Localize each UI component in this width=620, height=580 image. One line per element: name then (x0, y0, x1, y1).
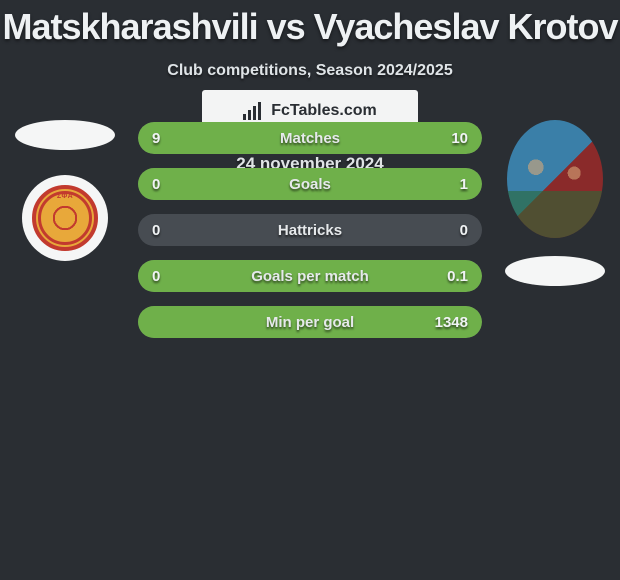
player-right-photo (507, 120, 603, 238)
stat-value-right: 1348 (435, 314, 468, 331)
stat-fill-left (138, 122, 300, 154)
player-left-club-badge: ΣΦΑ (22, 175, 108, 261)
page-title: Matskharashvili vs Vyacheslav Krotov (0, 0, 620, 48)
stat-value-left: 0 (152, 222, 160, 239)
stat-value-left: 9 (152, 130, 160, 147)
player-left-column: ΣΦΑ (10, 120, 120, 261)
stat-value-left: 0 (152, 268, 160, 285)
stat-value-left: 0 (152, 176, 160, 193)
player-right-column (500, 120, 610, 311)
stat-label: Goals per match (251, 268, 369, 285)
stat-label: Goals (289, 176, 331, 193)
player-left-avatar-placeholder (15, 120, 115, 150)
stat-row: 0 Hattricks 0 (138, 214, 482, 246)
stat-label: Hattricks (278, 222, 342, 239)
stat-value-right: 0 (460, 222, 468, 239)
brand-chart-icon (243, 102, 265, 120)
stat-value-right: 10 (451, 130, 468, 147)
stat-row: Min per goal 1348 (138, 306, 482, 338)
stat-row: 9 Matches 10 (138, 122, 482, 154)
brand-text: FcTables.com (271, 102, 377, 120)
stat-row: 0 Goals 1 (138, 168, 482, 200)
stat-label: Matches (280, 130, 340, 147)
page-subtitle: Club competitions, Season 2024/2025 (0, 62, 620, 80)
player-right-club-placeholder (505, 256, 605, 286)
stat-label: Min per goal (266, 314, 354, 331)
club-badge-label: ΣΦΑ (57, 193, 73, 200)
comparison-bars: 9Matches100Goals10Hattricks00Goals per m… (138, 122, 482, 352)
stat-value-right: 0.1 (447, 268, 468, 285)
stat-row: 0 Goals per match 0.1 (138, 260, 482, 292)
stat-value-right: 1 (460, 176, 468, 193)
